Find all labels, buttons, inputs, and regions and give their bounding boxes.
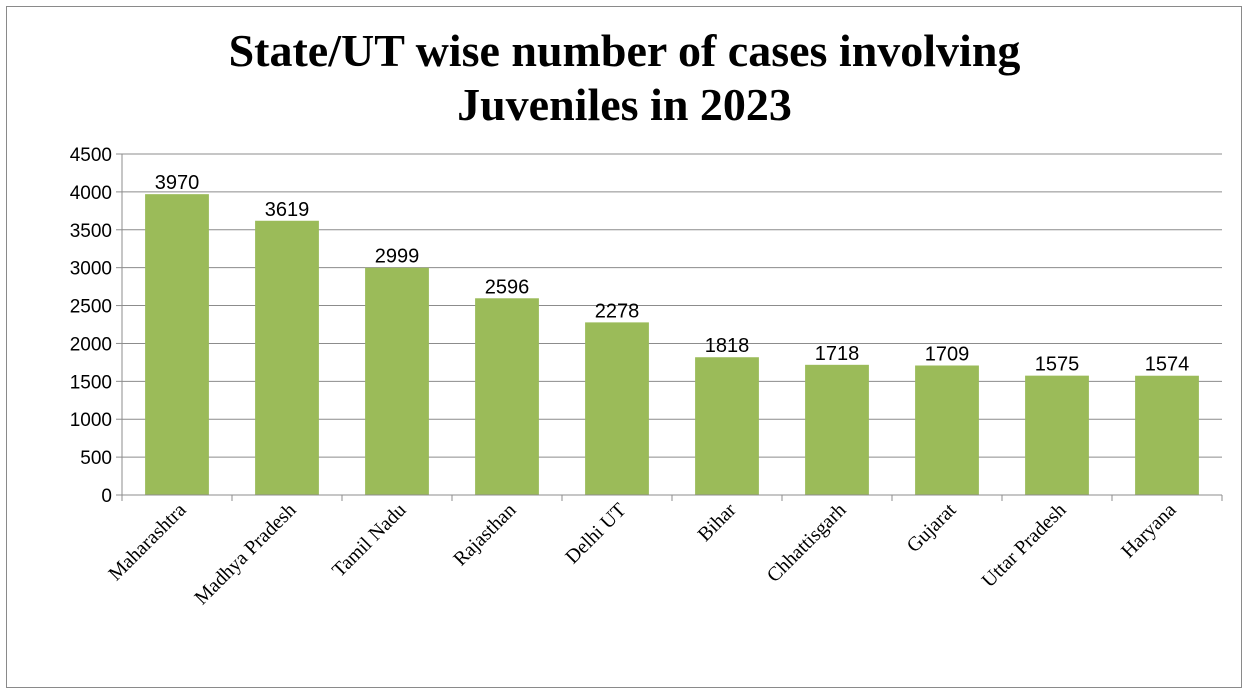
bar: [145, 194, 209, 495]
bar: [1025, 375, 1089, 495]
bar: [1135, 375, 1199, 495]
x-tick-label: Madhya Pradesh: [190, 499, 300, 609]
chart-title-line-2: Juveniles in 2023: [457, 79, 792, 130]
data-label: 1709: [925, 343, 970, 365]
y-tick-label: 2000: [70, 334, 112, 355]
bar: [805, 364, 869, 495]
bar: [475, 298, 539, 495]
x-tick-label: Gujarat: [903, 499, 961, 557]
y-tick-label: 500: [80, 448, 112, 469]
x-tick-label: Chhattisgarh: [763, 499, 851, 587]
bar: [585, 322, 649, 495]
y-tick-label: 2500: [70, 297, 112, 318]
data-label: 1574: [1145, 354, 1190, 376]
y-tick-label: 0: [101, 486, 112, 507]
axes: [116, 153, 1223, 501]
x-tick-label: Haryana: [1117, 499, 1181, 563]
bar: [695, 357, 759, 495]
x-tick-label: Tamil Nadu: [328, 499, 411, 582]
x-tick-label: Rajasthan: [449, 499, 520, 570]
bars: [145, 194, 1199, 495]
x-tick-label: Bihar: [694, 499, 741, 546]
bar: [915, 365, 979, 495]
bar: [255, 220, 319, 495]
chart-title: State/UT wise number of cases involving …: [0, 24, 1249, 132]
data-label: 1718: [815, 343, 860, 365]
x-tick-label: Uttar Pradesh: [978, 499, 1071, 592]
y-tick-label: 4500: [70, 145, 112, 166]
data-label: 2278: [595, 300, 640, 322]
data-label: 1575: [1035, 354, 1080, 376]
x-tick-label: Delhi UT: [561, 499, 630, 568]
y-tick-label: 1500: [70, 372, 112, 393]
data-label: 1818: [705, 335, 750, 357]
data-label: 3619: [265, 199, 310, 221]
data-label: 3970: [155, 172, 200, 194]
y-tick-label: 4000: [70, 183, 112, 204]
y-tick-label: 3500: [70, 221, 112, 242]
data-label: 2999: [375, 246, 420, 268]
y-tick-label: 1000: [70, 410, 112, 431]
y-tick-label: 3000: [70, 259, 112, 280]
x-tick-label: Maharashtra: [104, 499, 190, 585]
data-label: 2596: [485, 276, 530, 298]
bar: [365, 267, 429, 495]
chart-title-line-1: State/UT wise number of cases involving: [228, 25, 1021, 76]
